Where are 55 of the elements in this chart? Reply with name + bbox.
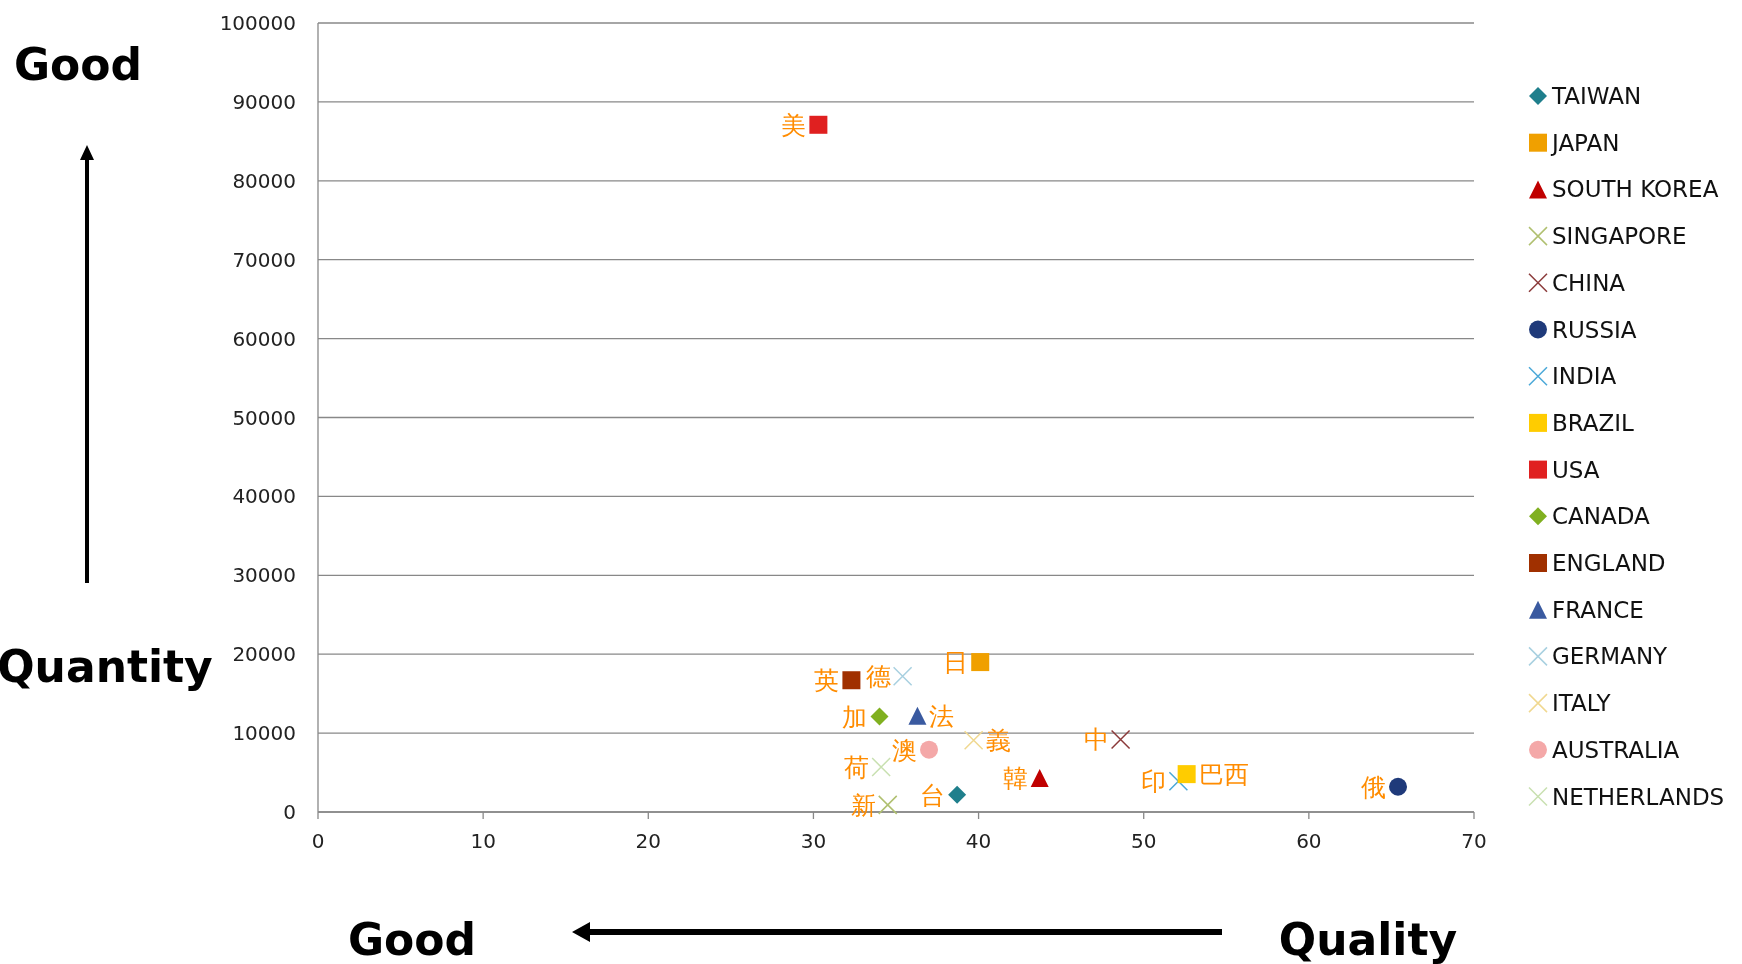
legend-label: USA bbox=[1552, 456, 1600, 483]
x-tick-label: 40 bbox=[965, 829, 992, 853]
annotation: 俄 bbox=[1361, 772, 1387, 802]
annotation: 德 bbox=[865, 662, 891, 692]
legend-label: ITALY bbox=[1552, 690, 1612, 717]
legend-label: FRANCE bbox=[1552, 596, 1644, 623]
annotation: 澳 bbox=[892, 735, 918, 765]
legend-label: INDIA bbox=[1552, 363, 1617, 390]
y-tick-label: 70000 bbox=[232, 247, 296, 272]
annotation: 英 bbox=[814, 666, 840, 696]
x-tick-label: 70 bbox=[1461, 829, 1487, 853]
text: Good bbox=[347, 914, 477, 964]
x-tick-label: 0 bbox=[311, 829, 325, 853]
y-tick-label: 100000 bbox=[219, 11, 296, 35]
annotation: 加 bbox=[842, 702, 868, 732]
annotation: 台 bbox=[920, 780, 946, 810]
annotation: 美 bbox=[781, 110, 807, 140]
y-tick-label: 0 bbox=[283, 800, 296, 824]
legend-label: ENGLAND bbox=[1552, 550, 1666, 576]
x-tick-label: 30 bbox=[800, 829, 827, 853]
annotation: 巴西 bbox=[1198, 760, 1249, 790]
legend-label: AUSTRALIA bbox=[1552, 736, 1680, 763]
y-tick-label: 50000 bbox=[232, 405, 296, 430]
y-tick-label: 80000 bbox=[232, 168, 296, 193]
legend-label: SOUTH KOREA bbox=[1552, 176, 1719, 203]
annotation: 印 bbox=[1141, 767, 1167, 797]
y-tick-label: 10000 bbox=[232, 721, 296, 746]
y-tick-label: 20000 bbox=[232, 642, 296, 667]
legend-label: BRAZIL bbox=[1552, 409, 1635, 436]
legend-label: TAIWAN bbox=[1551, 83, 1642, 109]
annotation: 韓 bbox=[1002, 764, 1028, 794]
annotation: 荷 bbox=[844, 753, 870, 783]
x-tick-label: 10 bbox=[470, 829, 496, 853]
x-tick-label: 50 bbox=[1130, 829, 1157, 853]
x-tick-label: 20 bbox=[635, 829, 662, 853]
y-tick-label: 30000 bbox=[232, 563, 296, 588]
annotation: 法 bbox=[929, 701, 955, 731]
annotation: 中 bbox=[1083, 725, 1109, 755]
legend-label: JAPAN bbox=[1550, 129, 1620, 156]
legend-label: NETHERLANDS bbox=[1552, 783, 1725, 810]
y-tick-label: 60000 bbox=[232, 326, 296, 351]
x-tick-label: 60 bbox=[1296, 829, 1322, 853]
annotation: 日 bbox=[943, 648, 969, 678]
y-tick-label: 40000 bbox=[232, 484, 296, 509]
annotation: 新 bbox=[850, 790, 876, 820]
text: Good bbox=[13, 39, 143, 90]
legend-label: GERMANY bbox=[1552, 643, 1669, 670]
x-axis-title: Quality bbox=[1278, 914, 1458, 964]
legend-label: SINGAPORE bbox=[1552, 223, 1687, 250]
legend-label: CANADA bbox=[1552, 503, 1651, 530]
legend-label: CHINA bbox=[1552, 269, 1626, 296]
legend-label: RUSSIA bbox=[1552, 316, 1637, 343]
y-axis-title: Quantity bbox=[0, 641, 213, 692]
y-tick-label: 90000 bbox=[232, 89, 296, 114]
annotation: 義 bbox=[985, 726, 1011, 756]
